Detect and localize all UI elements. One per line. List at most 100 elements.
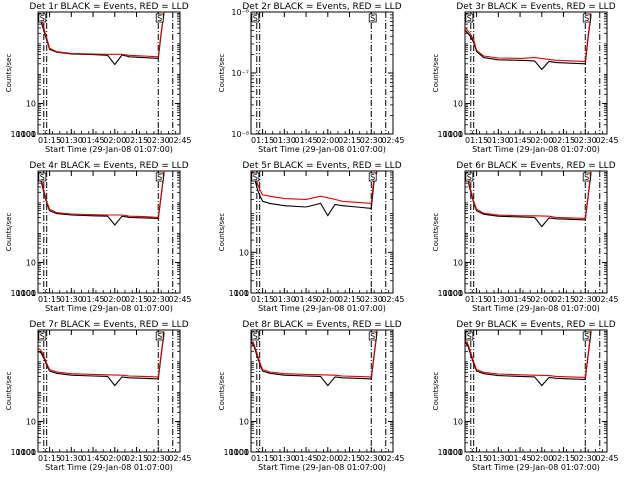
chart-panel-4: Det 4r BLACK = Events, RED = LLD 1 10 10010…: [5, 161, 192, 313]
x-axis-label: Start Time (29-Jan-08 01:07:00): [472, 145, 600, 154]
plot-frame: [37, 170, 181, 294]
y-tick-label: 1000: [229, 448, 249, 457]
saa-marker-box: [38, 331, 47, 341]
y-axis-label: Counts/sec: [5, 54, 13, 93]
saa-marker-label: S: [370, 332, 375, 341]
x-tick-label: 02:00: [316, 454, 339, 463]
chart-panel-1: Det 1r BLACK = Events, RED = LLD 1 10 10010…: [5, 2, 192, 154]
series-line-lld: [465, 13, 592, 62]
saa-marker-label: S: [370, 173, 375, 182]
y-tick-label: 10000: [224, 448, 249, 457]
saa-marker-label: S: [157, 14, 162, 23]
x-tick-label: 01:15: [465, 454, 488, 463]
series-line-events: [251, 171, 378, 217]
x-axis-label: Start Time (29-Jan-08 01:07:00): [45, 304, 173, 313]
saa-marker-label: S: [467, 14, 472, 23]
x-tick-label: 01:30: [60, 454, 83, 463]
saa-marker-box: [155, 331, 164, 341]
x-tick-label: 02:30: [360, 136, 383, 145]
saa-marker-label: S: [40, 173, 45, 182]
y-tick-label: 10⁻⁶: [231, 8, 249, 17]
y-tick-label: 100: [234, 289, 249, 298]
y-tick-label: 10: [26, 418, 36, 427]
series-line-lld: [251, 171, 378, 204]
x-tick-label: 02:45: [595, 136, 618, 145]
y-tick-label: 10⁻⁸: [231, 130, 249, 139]
x-tick-label: 01:45: [82, 136, 105, 145]
x-tick-label: 02:30: [147, 136, 170, 145]
x-tick-label: 01:15: [251, 454, 274, 463]
saa-marker-box: [465, 172, 474, 182]
chart-panel-3: Det 3r BLACK = Events, RED = LLD 1 10 10010…: [432, 2, 619, 154]
x-tick-label: 02:15: [338, 454, 361, 463]
x-tick-label: 02:15: [552, 454, 575, 463]
y-tick-label: 10000: [438, 130, 463, 139]
x-tick-label: 01:45: [295, 136, 318, 145]
x-axis-label: Start Time (29-Jan-08 01:07:00): [472, 463, 600, 472]
x-tick-label: 01:30: [273, 136, 296, 145]
series-line-lld: [38, 12, 165, 58]
y-axis-label: Counts/sec: [5, 213, 13, 252]
x-axis-label: Start Time (29-Jan-08 01:07:00): [45, 145, 173, 154]
saa-marker-label: S: [253, 14, 258, 23]
y-tick-label: 100: [21, 130, 36, 139]
saa-marker-label: S: [584, 332, 589, 341]
y-tick-label: 1000: [443, 289, 463, 298]
y-tick-label: 1: [458, 130, 463, 139]
saa-marker-box: [155, 172, 164, 182]
y-tick-label: 100: [21, 289, 36, 298]
x-tick-label: 01:45: [82, 454, 105, 463]
x-tick-label: 01:30: [60, 136, 83, 145]
series-line-lld: [251, 330, 378, 378]
y-tick-label: 10: [453, 100, 463, 109]
plot-frame: [250, 170, 394, 294]
x-tick-label: 02:45: [168, 295, 191, 304]
y-tick-label: 1000: [443, 130, 463, 139]
y-tick-label: 10000: [438, 448, 463, 457]
plot-frame: [250, 329, 394, 453]
x-tick-label: 01:45: [509, 136, 532, 145]
y-tick-label: 10: [26, 100, 36, 109]
y-tick-label: 10000: [11, 448, 36, 457]
x-axis-label: Start Time (29-Jan-08 01:07:00): [45, 463, 173, 472]
chart-title: Det 1r BLACK = Events, RED = LLD: [29, 2, 188, 12]
x-tick-label: 02:00: [103, 454, 126, 463]
y-tick-label: 100: [448, 289, 463, 298]
y-tick-label: 100: [234, 448, 249, 457]
chart-title: Det 7r BLACK = Events, RED = LLD: [29, 320, 188, 330]
y-tick-label: 1: [31, 448, 36, 457]
y-tick-label: 10000: [11, 130, 36, 139]
saa-marker-label: S: [40, 332, 45, 341]
y-tick-label: 1: [458, 289, 463, 298]
saa-marker-label: S: [157, 332, 162, 341]
y-axis-label: Counts/sec: [432, 372, 440, 411]
saa-marker-label: S: [157, 173, 162, 182]
x-tick-label: 01:45: [509, 454, 532, 463]
x-tick-label: 01:45: [295, 295, 318, 304]
y-tick-label: 1000: [16, 448, 36, 457]
x-tick-label: 02:45: [168, 136, 191, 145]
x-tick-label: 02:00: [530, 454, 553, 463]
y-tick-label: 1: [244, 289, 249, 298]
x-tick-label: 02:15: [125, 454, 148, 463]
saa-marker-label: S: [370, 14, 375, 23]
y-tick-label: 10: [26, 259, 36, 268]
x-tick-label: 02:30: [147, 454, 170, 463]
x-tick-label: 01:45: [82, 295, 105, 304]
series-line-events: [38, 332, 165, 387]
y-tick-label: 1000: [16, 130, 36, 139]
saa-marker-label: S: [467, 332, 472, 341]
saa-marker-box: [38, 13, 47, 23]
chart-panel-2: Det 2r BLACK = Events, RED = LLD 10⁻⁸ 10⁻⁷…: [218, 2, 405, 154]
x-tick-label: 02:45: [168, 454, 191, 463]
chart-title: Det 9r BLACK = Events, RED = LLD: [456, 320, 615, 330]
saa-marker-box: [368, 13, 377, 23]
x-tick-label: 02:30: [147, 295, 170, 304]
series-line-events: [38, 12, 165, 66]
x-tick-label: 02:30: [574, 136, 597, 145]
y-tick-label: 1: [458, 448, 463, 457]
saa-marker-label: S: [584, 173, 589, 182]
x-tick-label: 01:45: [295, 454, 318, 463]
x-axis-label: Start Time (29-Jan-08 01:07:00): [258, 463, 386, 472]
